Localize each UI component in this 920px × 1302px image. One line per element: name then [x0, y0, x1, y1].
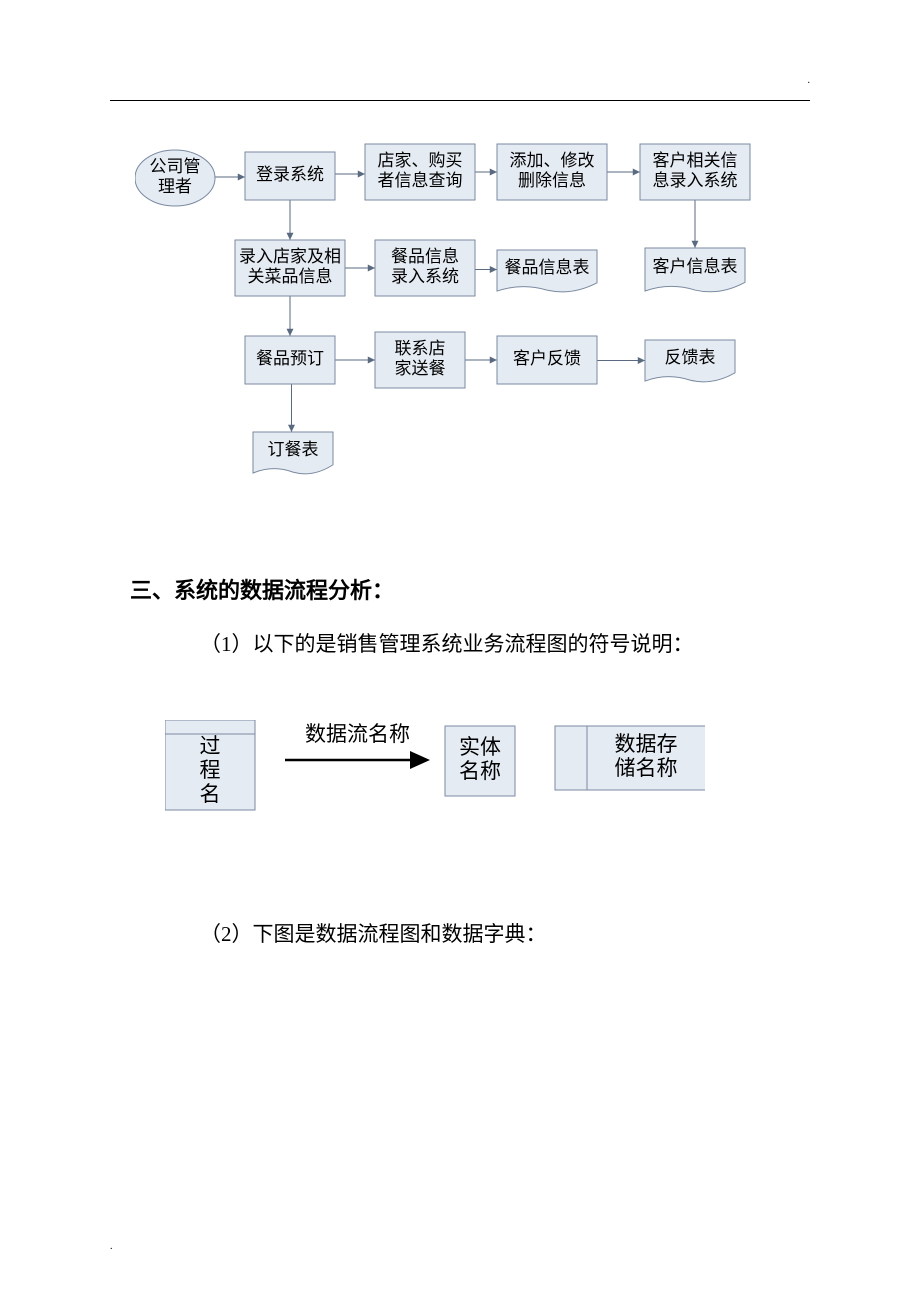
svg-text:客户反馈: 客户反馈 [513, 349, 581, 368]
node-n_prodsys: 餐品信息录入系统 [375, 240, 475, 296]
corner-dot-tr: . [808, 75, 811, 86]
svg-text:联系店家送餐: 联系店家送餐 [395, 339, 446, 378]
svg-text:实体名称: 实体名称 [459, 735, 501, 783]
header-rule [110, 100, 810, 101]
node-n_enter: 录入店家及相关菜品信息 [235, 240, 345, 296]
legend: 过程名 数据流名称实体名称 数据存储名称 [165, 720, 765, 835]
node-n_feedback: 客户反馈 [497, 336, 597, 384]
svg-text:过程名: 过程名 [200, 734, 221, 806]
svg-text:店家、购买者信息查询: 店家、购买者信息查询 [378, 151, 463, 190]
node-n_prodtbl: 餐品信息表 [497, 250, 597, 292]
paragraph-1: （1）以下的是销售管理系统业务流程图的符号说明： [200, 628, 694, 661]
node-n_admin: 公司管理者 [135, 150, 215, 206]
node-n_ordtbl: 订餐表 [253, 432, 333, 474]
node-n_deliver: 联系店家送餐 [375, 332, 465, 388]
node-n_custtbl: 客户信息表 [645, 248, 745, 292]
svg-text:添加、修改删除信息: 添加、修改删除信息 [510, 151, 595, 190]
paragraph-2: （2）下图是数据流程图和数据字典： [200, 918, 547, 951]
corner-dot-bl: . [110, 1241, 113, 1252]
svg-text:录入店家及相关菜品信息: 录入店家及相关菜品信息 [239, 247, 341, 286]
section-heading: 三、系统的数据流程分析： [130, 574, 394, 608]
svg-text:餐品信息录入系统: 餐品信息录入系统 [391, 247, 459, 286]
node-n_fbtbl: 反馈表 [645, 340, 735, 382]
node-n_login: 登录系统 [245, 152, 335, 200]
svg-text:反馈表: 反馈表 [665, 348, 716, 367]
node-n_order: 餐品预订 [245, 336, 335, 384]
svg-text:订餐表: 订餐表 [268, 440, 319, 459]
svg-text:数据流名称: 数据流名称 [305, 722, 410, 746]
node-n_custsys: 客户相关信息录入系统 [640, 144, 750, 200]
svg-text:餐品信息表: 餐品信息表 [505, 258, 590, 277]
node-n_query: 店家、购买者信息查询 [365, 144, 475, 200]
document-page: . 公司管理者 登录系统 店家、购买者信息查询 添加、修改删除信息 客户相关信息录入系统… [0, 0, 920, 1302]
svg-text:客户信息表: 客户信息表 [653, 257, 738, 276]
svg-text:数据存储名称: 数据存储名称 [615, 732, 678, 780]
svg-text:登录系统: 登录系统 [256, 165, 324, 184]
svg-text:客户相关信息录入系统: 客户相关信息录入系统 [653, 151, 738, 190]
svg-text:餐品预订: 餐品预订 [256, 349, 324, 368]
flowchart: 公司管理者 登录系统 店家、购买者信息查询 添加、修改删除信息 客户相关信息录入系统录入… [135, 140, 815, 505]
node-n_edit: 添加、修改删除信息 [497, 144, 607, 200]
